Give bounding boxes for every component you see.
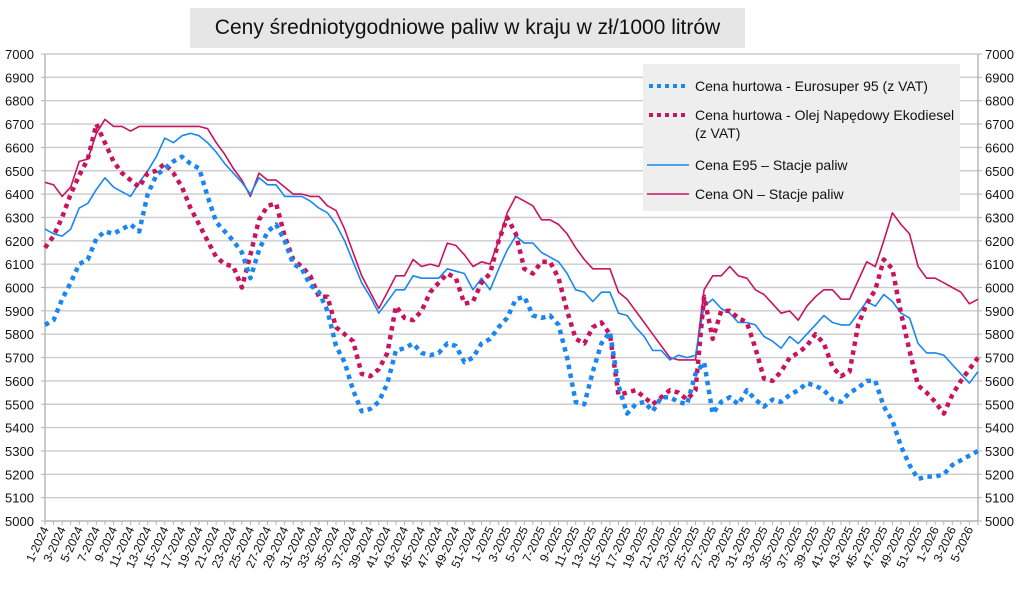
legend: Cena hurtowa - Eurosuper 95 (z VAT) Cena… [643, 64, 960, 211]
y-tick-label-right: 6900 [985, 70, 1014, 85]
y-tick-label: 5600 [5, 374, 34, 389]
y-tick-label-right: 6700 [985, 117, 1014, 132]
y-tick-label-right: 5000 [985, 514, 1014, 529]
y-tick-label: 6000 [5, 281, 34, 296]
legend-label: Cena hurtowa - Eurosuper 95 (z VAT) [695, 78, 928, 94]
y-tick-label: 6400 [5, 187, 34, 202]
series-line-3 [44, 132, 979, 385]
legend-item-hurt-on[interactable]: Cena hurtowa - Olej Napędowy Ekodiesel (… [643, 106, 955, 142]
y-tick-label: 5400 [5, 421, 34, 436]
y-tick-label-right: 6500 [985, 164, 1014, 179]
series-line-1 [43, 154, 980, 482]
y-tick-label: 6200 [5, 234, 34, 249]
y-tick-label: 7000 [5, 47, 34, 62]
y-tick-label: 5700 [5, 351, 34, 366]
y-tick-label-right: 5300 [985, 444, 1014, 459]
y-tick-label-right: 5500 [985, 397, 1014, 412]
y-tick-label-right: 6300 [985, 210, 1014, 225]
legend-item-hurt-e95[interactable]: Cena hurtowa - Eurosuper 95 (z VAT) [643, 77, 955, 95]
y-tick-label-right: 5900 [985, 304, 1014, 319]
y-tick-label: 6600 [5, 140, 34, 155]
y-tick-label: 5800 [5, 327, 34, 342]
y-tick-label: 5900 [5, 304, 34, 319]
legend-solid-blue-swatch [647, 156, 689, 172]
y-tick-label: 5000 [5, 514, 34, 529]
y-axis-left: 5000 5100 5200 5300 5400 5500 5600 5700 5800 5900… [5, 47, 34, 529]
y-tick-label-right: 5400 [985, 421, 1014, 436]
y-tick-label: 6500 [5, 164, 34, 179]
legend-label: Cena E95 – Stacje paliw [695, 157, 848, 173]
y-tick-label-right: 6600 [985, 140, 1014, 155]
y-tick-label-right: 5600 [985, 374, 1014, 389]
y-tick-label-right: 6100 [985, 257, 1014, 272]
y-tick-label-right: 5100 [985, 491, 1014, 506]
y-tick-label-right: 6800 [985, 94, 1014, 109]
y-tick-label-right: 6000 [985, 281, 1014, 296]
legend-solid-magenta-swatch [647, 185, 689, 201]
x-axis: 1-20243-20245-20247-20249-202411-202413-… [23, 524, 976, 570]
gridlines [41, 53, 982, 525]
y-tick-label-right: 5700 [985, 351, 1014, 366]
legend-label: Cena ON – Stacje paliw [695, 186, 844, 202]
series-line-4 [44, 118, 979, 361]
y-tick-label: 6100 [5, 257, 34, 272]
y-tick-label-right: 6400 [985, 187, 1014, 202]
y-tick-label: 5500 [5, 397, 34, 412]
series-line-2 [43, 121, 980, 416]
y-tick-label-right: 5800 [985, 327, 1014, 342]
y-tick-label: 6300 [5, 210, 34, 225]
y-tick-label-right: 7000 [985, 47, 1014, 62]
y-tick-label: 6700 [5, 117, 34, 132]
legend-label: Cena hurtowa - Olej Napędowy Ekodiesel (… [695, 107, 955, 141]
y-tick-label-right: 6200 [985, 234, 1014, 249]
legend-item-on-stations[interactable]: Cena ON – Stacje paliw [643, 185, 955, 203]
series-lines [43, 118, 980, 482]
y-tick-label: 6900 [5, 70, 34, 85]
chart-title: Ceny średniotygodniowe paliw w kraju w z… [190, 8, 745, 48]
y-tick-label: 6800 [5, 94, 34, 109]
y-tick-label: 5300 [5, 444, 34, 459]
y-tick-label: 5100 [5, 491, 34, 506]
y-tick-label: 5200 [5, 467, 34, 482]
y-axis-right: 5000 5100 5200 5300 5400 5500 5600 5700 5800 5900… [985, 47, 1014, 529]
y-tick-label-right: 5200 [985, 467, 1014, 482]
legend-dotted-blue-swatch [647, 77, 689, 93]
legend-dotted-magenta-swatch [647, 106, 689, 122]
legend-item-e95-stations[interactable]: Cena E95 – Stacje paliw [643, 156, 955, 174]
